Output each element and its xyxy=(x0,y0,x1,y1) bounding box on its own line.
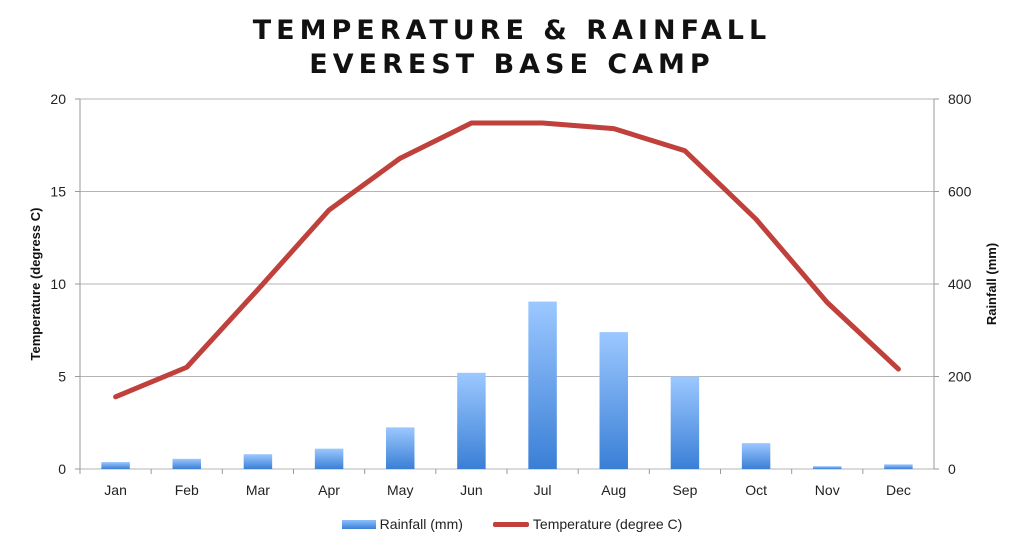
rainfall-bar xyxy=(670,376,700,469)
x-tick-label: Jan xyxy=(104,482,127,498)
legend-label-temperature: Temperature (degree C) xyxy=(532,516,683,532)
x-tick-label: Sep xyxy=(672,482,697,498)
y-left-tick-label: 20 xyxy=(50,91,66,107)
x-tick-label: Apr xyxy=(318,482,340,498)
rainfall-bar xyxy=(884,464,913,469)
y-right-tick-label: 400 xyxy=(948,276,972,292)
legend-item-rainfall: Rainfall (mm) xyxy=(341,516,463,532)
rainfall-bar xyxy=(813,466,842,469)
legend-swatch-rainfall xyxy=(341,519,376,529)
y-right-tick-label: 800 xyxy=(948,91,972,107)
x-tick-label: Oct xyxy=(745,482,767,498)
rainfall-bar xyxy=(599,332,628,469)
legend-item-temperature: Temperature (degree C) xyxy=(492,516,683,532)
chart-title-line-2: EVEREST BASE CAMP xyxy=(309,49,715,80)
x-tick-label: Jul xyxy=(534,482,552,498)
rainfall-bar xyxy=(457,372,486,469)
x-tick-label: Dec xyxy=(886,482,911,498)
y-left-tick-label: 15 xyxy=(50,184,66,200)
rainfall-bar xyxy=(101,462,130,469)
x-tick-label: Jun xyxy=(460,482,483,498)
y-right-tick-label: 200 xyxy=(948,369,972,385)
y-right-tick-label: 0 xyxy=(948,461,956,477)
y-left-tick-label: 0 xyxy=(58,461,66,477)
y-right-tick-label: 600 xyxy=(948,184,972,200)
rainfall-bar xyxy=(314,448,344,469)
x-tick-label: Mar xyxy=(246,482,270,498)
rainfall-bar xyxy=(386,427,415,469)
rainfall-bar xyxy=(741,443,771,469)
x-tick-label: Aug xyxy=(601,482,626,498)
chart-title-line-1: TEMPERATURE & RAINFALL xyxy=(252,15,772,46)
rainfall-bar xyxy=(528,301,557,469)
y-right-axis-title: Rainfall (mm) xyxy=(984,243,999,325)
x-tick-label: Feb xyxy=(175,482,199,498)
y-left-axis-title: Temperature (degress C) xyxy=(28,208,43,361)
y-left-tick-label: 10 xyxy=(50,276,66,292)
chart-legend: Rainfall (mm) Temperature (degree C) xyxy=(0,516,1024,532)
legend-label-rainfall: Rainfall (mm) xyxy=(379,516,463,532)
temperature-line xyxy=(113,120,901,400)
rainfall-bar xyxy=(243,454,273,469)
x-tick-label: May xyxy=(387,482,413,498)
y-left-tick-label: 5 xyxy=(58,369,66,385)
rainfall-bar xyxy=(172,458,201,469)
x-tick-label: Nov xyxy=(815,482,840,498)
legend-swatch-temperature xyxy=(492,521,529,527)
chart-title: TEMPERATURE & RAINFALL EVEREST BASE CAMP xyxy=(0,14,1024,82)
